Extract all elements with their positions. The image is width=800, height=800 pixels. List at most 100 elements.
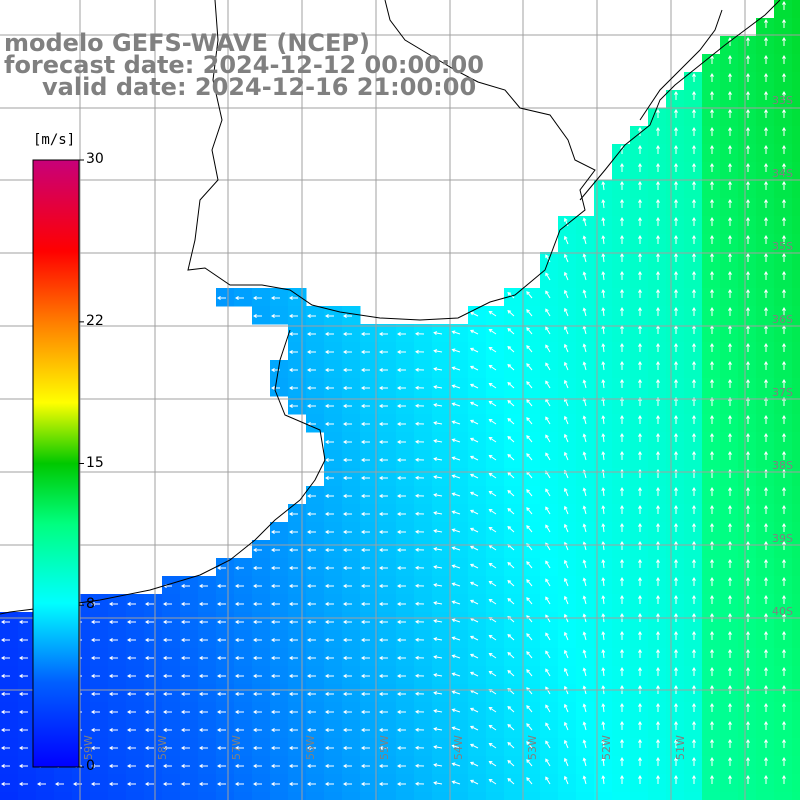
wind-arrow-head bbox=[507, 327, 512, 332]
wind-arrow-head bbox=[582, 577, 587, 582]
wind-arrow-head bbox=[217, 746, 221, 750]
wind-arrow bbox=[452, 565, 461, 569]
wind-arrow-head bbox=[526, 777, 530, 781]
wind-arrow-head bbox=[325, 458, 329, 462]
wind-cell bbox=[324, 306, 343, 325]
wind-cell bbox=[594, 324, 613, 343]
wind-cell bbox=[378, 432, 397, 451]
wind-cell bbox=[18, 648, 37, 667]
wind-arrow-head bbox=[710, 595, 714, 599]
wind-cell bbox=[774, 558, 793, 577]
wind-arrow bbox=[470, 348, 479, 353]
wind-cell bbox=[576, 414, 595, 433]
wind-arrow-head bbox=[488, 490, 493, 495]
wind-cell bbox=[144, 630, 163, 649]
wind-cell bbox=[306, 378, 325, 397]
wind-arrow-head bbox=[746, 613, 750, 617]
wind-cell bbox=[594, 234, 613, 253]
wind-cell bbox=[360, 558, 379, 577]
wind-cell bbox=[108, 774, 127, 793]
wind-arrow-head bbox=[710, 721, 714, 725]
wind-cell bbox=[252, 684, 271, 703]
wind-arrow-head bbox=[361, 404, 365, 408]
wind-arrow-head bbox=[343, 422, 347, 426]
wind-arrow-head bbox=[397, 584, 401, 588]
wind-arrow-head bbox=[343, 638, 347, 642]
wind-cell bbox=[594, 666, 613, 685]
wind-arrow-head bbox=[507, 309, 512, 314]
wind-arrow-head bbox=[782, 631, 786, 635]
wind-arrow-head bbox=[674, 721, 678, 725]
wind-arrow bbox=[526, 615, 533, 623]
wind-arrow bbox=[545, 326, 551, 335]
wind-arrow-head bbox=[325, 728, 329, 732]
wind-cell bbox=[288, 792, 307, 800]
wind-cell bbox=[702, 702, 721, 721]
wind-arrow-head bbox=[507, 741, 512, 746]
wind-arrow bbox=[452, 781, 461, 785]
wind-arrow-head bbox=[728, 73, 732, 77]
wind-cell bbox=[738, 738, 757, 757]
wind-arrow-head bbox=[325, 674, 329, 678]
wind-arrow-head bbox=[343, 440, 347, 444]
longitude-label: 58W bbox=[156, 735, 169, 760]
wind-arrow-head bbox=[782, 253, 786, 257]
wind-arrow bbox=[507, 724, 515, 731]
wind-arrow-head bbox=[746, 703, 750, 707]
wind-cell bbox=[720, 414, 739, 433]
wind-cell bbox=[648, 468, 667, 487]
wind-cell bbox=[648, 432, 667, 451]
wind-cell bbox=[756, 612, 775, 631]
wind-cell bbox=[342, 378, 361, 397]
wind-arrow-head bbox=[764, 685, 768, 689]
wind-arrow bbox=[489, 545, 497, 551]
wind-cell bbox=[630, 576, 649, 595]
wind-cell bbox=[648, 522, 667, 541]
wind-cell bbox=[324, 666, 343, 685]
wind-arrow-head bbox=[582, 667, 587, 672]
wind-cell bbox=[360, 738, 379, 757]
wind-cell bbox=[198, 576, 217, 595]
wind-arrow-head bbox=[545, 668, 549, 673]
wind-arrow-head bbox=[782, 667, 786, 671]
wind-arrow-head bbox=[488, 418, 493, 423]
wind-arrow-head bbox=[620, 541, 624, 545]
wind-arrow-head bbox=[620, 505, 624, 509]
wind-cell bbox=[774, 774, 793, 793]
wind-arrow-head bbox=[289, 530, 293, 534]
wind-arrow bbox=[545, 560, 551, 569]
wind-cell bbox=[792, 540, 800, 559]
wind-arrow-head bbox=[163, 782, 167, 786]
wind-arrow-head bbox=[710, 361, 714, 365]
wind-arrow bbox=[452, 349, 461, 353]
wind-arrow-head bbox=[746, 541, 750, 545]
wind-arrow-head bbox=[1, 638, 5, 642]
wind-arrow bbox=[434, 692, 443, 695]
wind-arrow-head bbox=[620, 307, 624, 311]
wind-cell bbox=[738, 432, 757, 451]
wind-cell bbox=[540, 792, 559, 800]
wind-cell bbox=[486, 792, 505, 800]
wind-arrow-head bbox=[415, 781, 419, 786]
wind-arrow-head bbox=[674, 289, 678, 293]
wind-arrow-head bbox=[674, 631, 678, 635]
wind-cell bbox=[630, 666, 649, 685]
wind-cell bbox=[738, 450, 757, 469]
wind-arrow-head bbox=[379, 602, 383, 606]
wind-arrow-head bbox=[235, 656, 239, 660]
wind-arrow bbox=[564, 722, 569, 731]
wind-arrow-head bbox=[764, 541, 768, 545]
wind-arrow-head bbox=[545, 434, 549, 439]
wind-arrow bbox=[507, 436, 515, 443]
wind-cell bbox=[126, 594, 145, 613]
wind-cell bbox=[612, 486, 631, 505]
wind-cell bbox=[306, 342, 325, 361]
wind-arrow-head bbox=[728, 343, 732, 347]
wind-arrow-head bbox=[692, 577, 696, 581]
wind-cell bbox=[684, 144, 703, 163]
wind-cell bbox=[108, 648, 127, 667]
wind-arrow-head bbox=[656, 505, 660, 509]
wind-cell bbox=[594, 360, 613, 379]
wind-arrow-head bbox=[601, 667, 606, 672]
wind-arrow-head bbox=[601, 361, 606, 366]
